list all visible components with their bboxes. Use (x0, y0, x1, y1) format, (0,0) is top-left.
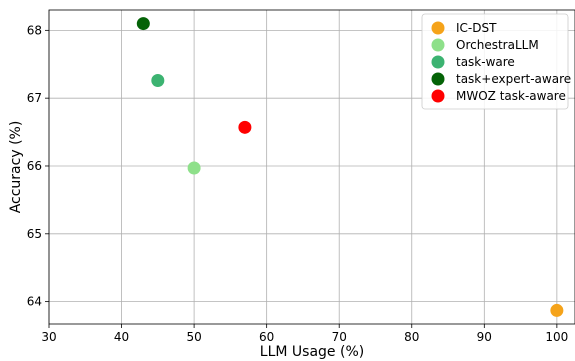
y-tick-label: 66 (27, 159, 42, 173)
x-tick-label: 100 (545, 330, 568, 344)
legend-marker (431, 38, 445, 52)
x-tick-label: 90 (477, 330, 492, 344)
legend-marker (431, 89, 445, 103)
y-tick-label: 68 (27, 23, 42, 37)
legend-marker (431, 21, 445, 35)
x-tick-label: 80 (404, 330, 419, 344)
legend-label: OrchestraLLM (456, 38, 539, 52)
x-tick-label: 40 (114, 330, 129, 344)
y-tick-label: 67 (27, 91, 42, 105)
x-tick-label: 50 (186, 330, 201, 344)
x-axis-label: LLM Usage (%) (260, 344, 364, 360)
legend-label: MWOZ task-aware (456, 89, 566, 103)
y-tick-label: 64 (27, 295, 42, 309)
x-tick-label: 60 (259, 330, 274, 344)
scatter-point (136, 17, 150, 31)
axis-ticks: 30 40 50 60 70 80 90 100 64 65 66 67 68 (27, 23, 569, 344)
y-tick-label: 65 (27, 227, 42, 241)
scatter-point (550, 303, 564, 317)
legend-label: IC-DST (456, 21, 497, 35)
scatter-point (187, 161, 201, 175)
scatter-point (238, 120, 252, 134)
legend-marker (431, 55, 445, 69)
x-tick-label: 70 (332, 330, 347, 344)
legend: IC-DST OrchestraLLM task-ware task+expert-a… (421, 13, 571, 110)
data-points (136, 17, 564, 317)
legend-label: task-ware (456, 55, 515, 69)
legend-marker (431, 72, 445, 86)
legend-label: task+expert-aware (456, 72, 571, 86)
x-tick-label: 30 (41, 330, 56, 344)
plot-frame (48, 9, 575, 325)
scatter-point (151, 74, 165, 88)
y-axis-label: Accuracy (%) (8, 121, 24, 214)
legend-box (421, 13, 569, 110)
